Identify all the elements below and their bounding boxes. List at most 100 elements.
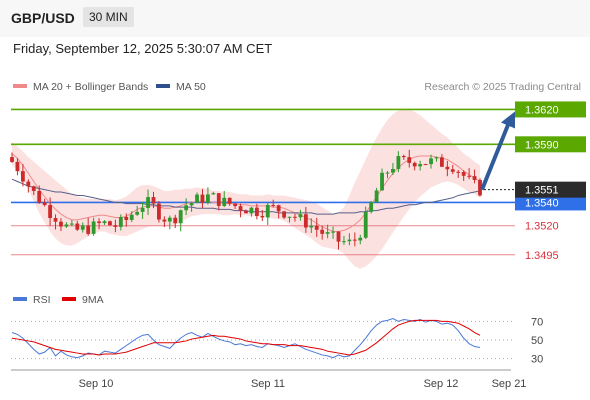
candle — [151, 197, 156, 204]
candle — [472, 176, 477, 180]
pivot-level-tag — [515, 194, 586, 211]
candle — [325, 232, 330, 234]
candle — [124, 217, 129, 220]
timeframe-button[interactable]: 30 MIN — [83, 7, 134, 27]
currency-pair-title: GBP/USD — [11, 10, 75, 26]
candle — [64, 224, 69, 227]
candle — [450, 169, 455, 172]
candle — [31, 186, 36, 191]
candle — [108, 221, 112, 226]
candle — [102, 221, 107, 224]
candle — [91, 221, 96, 234]
rsi-ma-legend-swatch — [62, 297, 76, 301]
candle — [97, 221, 101, 224]
candle — [10, 157, 14, 162]
candle — [358, 237, 363, 241]
candle — [211, 193, 216, 195]
candle — [260, 216, 265, 218]
candle — [178, 210, 183, 224]
candle — [157, 203, 161, 220]
candle — [293, 216, 297, 218]
candle — [135, 211, 140, 215]
candle — [216, 193, 221, 206]
ma20-legend-swatch — [13, 84, 27, 88]
candle — [146, 197, 150, 208]
rsi-line — [11, 317, 481, 359]
candle — [233, 203, 238, 207]
chart-datetime: Friday, September 12, 2025 5:30:07 AM CE… — [13, 41, 273, 56]
candle — [26, 181, 31, 187]
candle — [434, 157, 439, 159]
candle — [195, 194, 199, 203]
candle — [244, 210, 248, 214]
candle — [227, 197, 232, 204]
candle — [42, 202, 47, 206]
header-bar: GBP/USD 30 MIN — [0, 0, 590, 37]
candle — [456, 171, 461, 173]
candle — [75, 223, 80, 230]
candle — [282, 211, 286, 218]
current-price-label: 1.3551 — [525, 185, 559, 197]
candle — [309, 225, 314, 228]
rsi-ma-legend-label: 9MA — [82, 294, 104, 306]
candle — [265, 204, 270, 218]
candle — [184, 205, 189, 211]
candle — [276, 205, 281, 212]
candle — [314, 225, 319, 230]
ma20-legend-label: MA 20 + Bollinger Bands — [33, 81, 148, 93]
projection-arrow-head — [501, 111, 515, 129]
candle — [113, 225, 118, 227]
candle — [249, 207, 254, 214]
candle — [167, 217, 172, 222]
candle — [418, 164, 423, 167]
pivot-level-label: 1.3540 — [525, 197, 559, 209]
attribution-text: Research © 2025 Trading Central — [424, 81, 581, 93]
candle — [429, 158, 433, 165]
candle — [467, 175, 472, 177]
candle — [37, 190, 42, 203]
candle — [200, 194, 205, 203]
resistance-level-tag — [515, 101, 586, 118]
candle — [478, 179, 482, 196]
rsi-legend-swatch — [13, 297, 27, 301]
candle — [254, 207, 259, 217]
candle — [396, 156, 401, 169]
candle — [206, 194, 210, 203]
candle — [129, 214, 134, 220]
x-tick-label: Sep 11 — [251, 378, 285, 390]
support-level-label: 1.3495 — [525, 250, 559, 262]
candle — [271, 204, 276, 206]
candle — [380, 172, 384, 191]
rsi-tick-label: 50 — [531, 335, 543, 347]
candle — [320, 229, 325, 234]
ma50-legend-swatch — [156, 84, 170, 88]
candle — [385, 172, 390, 174]
support-level-label: 1.3520 — [525, 221, 559, 233]
candle — [401, 156, 406, 158]
candle — [86, 225, 91, 234]
bollinger-band — [12, 109, 480, 269]
candle — [445, 166, 450, 170]
candle — [15, 161, 20, 172]
candle — [238, 206, 243, 211]
resistance-level-label: 1.3620 — [525, 104, 559, 116]
candle — [342, 241, 346, 243]
candle — [140, 207, 145, 212]
candle — [412, 162, 417, 167]
x-tick-label: Sep 12 — [424, 378, 459, 390]
current-price-tag — [515, 181, 586, 198]
candle — [374, 190, 379, 203]
rsi-tick-label: 70 — [531, 316, 543, 328]
candle — [189, 202, 194, 206]
candle — [369, 202, 374, 212]
ma50-legend-label: MA 50 — [176, 81, 206, 93]
candle — [347, 239, 352, 242]
x-tick-label: Sep 21 — [492, 378, 527, 390]
candle — [287, 216, 292, 218]
candle — [407, 157, 412, 163]
candle — [391, 168, 395, 173]
candle — [363, 211, 368, 238]
candle — [461, 172, 466, 176]
candle — [303, 214, 308, 228]
